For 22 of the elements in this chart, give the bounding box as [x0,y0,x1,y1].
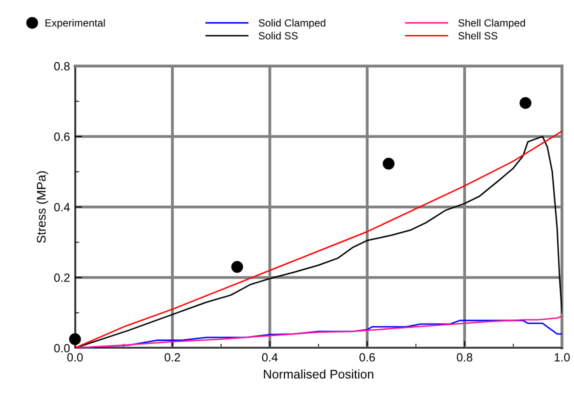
x-axis-title: Normalised Position [264,369,374,379]
x-tick-label: 0.0 [67,353,83,362]
legend-label: Shell Clamped [458,18,525,29]
x-tick-label: 0.2 [164,353,180,362]
y-tick-label: 0.4 [54,203,70,212]
point [382,158,395,170]
point [69,333,81,346]
legend-label: Solid SS [258,32,298,40]
x-tick-label: 0.6 [359,353,375,362]
y-tick-label: 0.0 [54,344,70,352]
legend-label: Experimental [46,18,105,29]
x-tick-label: 0.4 [262,353,278,362]
y-tick-label: 0.8 [54,62,70,70]
y-tick-label: 0.6 [54,132,70,141]
legend-label: Solid Clamped [258,18,326,29]
y-axis-title: Stress (MPa) [36,171,48,243]
point [231,261,244,273]
point [520,97,532,109]
y-tick-label: 0.2 [54,274,70,282]
x-tick-label: 1.0 [554,353,570,362]
legend-label: Shell SS [458,32,498,40]
x-tick-label: 0.8 [456,353,472,362]
